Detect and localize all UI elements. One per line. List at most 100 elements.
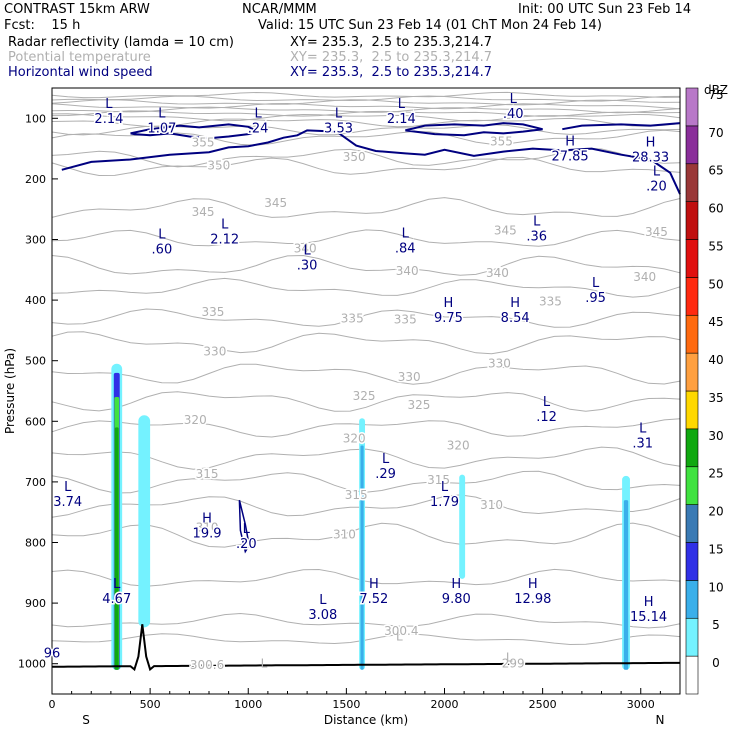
wind-extremum-marker: L <box>254 107 262 122</box>
theta-label: 355 <box>490 134 513 148</box>
wind-extremum-value: 19.9 <box>193 526 222 541</box>
wind-extremum-value: .24 <box>248 122 269 137</box>
y-tick-label: 1000 <box>18 658 46 671</box>
theta-contour <box>51 254 681 276</box>
wind-extremum-marker: L <box>335 107 343 122</box>
wind-extremum-value: 27.85 <box>551 149 588 164</box>
theta-label: 330 <box>398 370 421 384</box>
wind-extremum-marker: H <box>510 296 520 311</box>
theta-label: 335 <box>341 311 364 325</box>
wind-extremum-value: 2.14 <box>387 112 416 127</box>
colorbar-label: 0 <box>712 656 720 670</box>
theta-contour <box>51 110 681 117</box>
theta-label: 335 <box>539 294 562 308</box>
wind-extremum-value: 7.52 <box>359 592 388 607</box>
wind-extremum-marker: H <box>202 511 212 526</box>
theta-contour <box>51 102 681 110</box>
theta-label: 325 <box>353 389 376 403</box>
theta-label: 345 <box>264 196 287 210</box>
theta-contour <box>51 129 681 146</box>
colorbar-swatch <box>685 542 699 581</box>
theta-label: 345 <box>494 223 517 237</box>
wind-extremum-value: 2.14 <box>94 112 123 127</box>
wind-extremum-marker: L <box>304 243 312 258</box>
theta-extremum-marker: L <box>506 651 513 665</box>
theta-label: 315 <box>427 473 450 487</box>
wind-extremum-marker: L <box>398 97 406 112</box>
theta-contour <box>51 124 681 136</box>
colorbar-label: 35 <box>708 391 723 405</box>
wind-extremum-marker: L <box>158 228 166 243</box>
terrain-line <box>52 624 680 672</box>
wind-extremum-value: .40 <box>503 107 524 122</box>
theta-label: 315 <box>345 488 368 502</box>
theta-label: 335 <box>394 312 417 326</box>
wind-extremum-value: 4.67 <box>102 592 131 607</box>
theta-label: 340 <box>633 270 656 284</box>
colorbar-swatch <box>685 655 699 695</box>
x-tick-label: 1000 <box>234 698 262 711</box>
colorbar-label: 60 <box>708 202 723 216</box>
theta-extremum-marker: L <box>261 657 268 671</box>
wind-extremum-marker: L <box>113 577 121 592</box>
theta-contour <box>51 113 681 122</box>
theta-contour <box>51 470 681 494</box>
wind-speed-contour <box>61 129 681 195</box>
wind-extremum-marker: L <box>402 227 410 242</box>
y-tick-label: 500 <box>25 355 46 368</box>
theta-contour <box>51 197 681 218</box>
colorbar-swatch <box>685 580 699 619</box>
theta-label: 355 <box>192 136 215 150</box>
reflectivity-core <box>114 427 119 670</box>
wind-extremum-marker: H <box>528 577 538 592</box>
y-axis-title: Pressure (hPa) <box>3 348 17 434</box>
theta-label: 350 <box>207 159 230 173</box>
x-tick-label: 2000 <box>431 698 459 711</box>
colorbar-swatch <box>685 617 699 657</box>
theta-label: 340 <box>486 266 509 280</box>
wind-extremum-value: 8.54 <box>501 311 530 326</box>
theta-label: 315 <box>196 467 219 481</box>
wind-extremum-marker: L <box>64 480 72 495</box>
x-axis-title: Distance (km) <box>324 713 408 727</box>
wind-extremum-value: 3.08 <box>308 608 337 623</box>
wind-speed-contour <box>238 499 250 554</box>
colorbar-swatch <box>685 125 699 165</box>
theta-label: 340 <box>294 242 317 256</box>
theta-label: 350 <box>343 150 366 164</box>
wind-extremum-value: .84 <box>395 242 416 257</box>
theta-label: 345 <box>645 225 668 239</box>
colorbar-label: 55 <box>708 239 723 253</box>
y-tick-label: 600 <box>25 415 46 428</box>
reflectivity-core <box>360 445 364 670</box>
wind-extremum-value: 15.14 <box>630 610 667 625</box>
wind-extremum-marker: H <box>565 134 575 149</box>
wind-extremum-marker: L <box>105 97 113 112</box>
wind-extremum-marker: L <box>592 276 600 291</box>
wind-speed-contour <box>562 122 681 131</box>
wind-extremum-value: .95 <box>585 291 606 306</box>
init-time: Init: 00 UTC Sun 23 Feb 14 <box>518 2 692 17</box>
theta-contour <box>51 91 681 99</box>
wind-extremum-value: 3.53 <box>324 122 353 137</box>
field-theta-name: Potential temperature <box>8 50 151 65</box>
theta-contour <box>51 446 681 470</box>
x-tick-label: 2500 <box>529 698 557 711</box>
theta-label: 330 <box>203 345 226 359</box>
theta-label: 310 <box>480 498 503 512</box>
wind-extremum-marker: H <box>644 595 654 610</box>
wind-extremum-marker: L <box>510 92 518 107</box>
y-tick-label: 200 <box>25 173 46 186</box>
wind-extremum-value: 28.33 <box>632 151 669 166</box>
wind-extremum-marker: L <box>441 480 449 495</box>
theta-contour <box>51 156 681 177</box>
theta-label: 300.6 <box>190 658 224 672</box>
colorbar-swatch <box>685 428 699 468</box>
forecast-hour: Fcst: 15 h <box>4 18 81 33</box>
wind-extremum-marker: H <box>646 136 656 151</box>
theta-label: 320 <box>447 439 470 453</box>
theta-contour <box>51 612 681 629</box>
theta-contour <box>51 308 681 328</box>
x-tick-label: 1500 <box>332 698 360 711</box>
